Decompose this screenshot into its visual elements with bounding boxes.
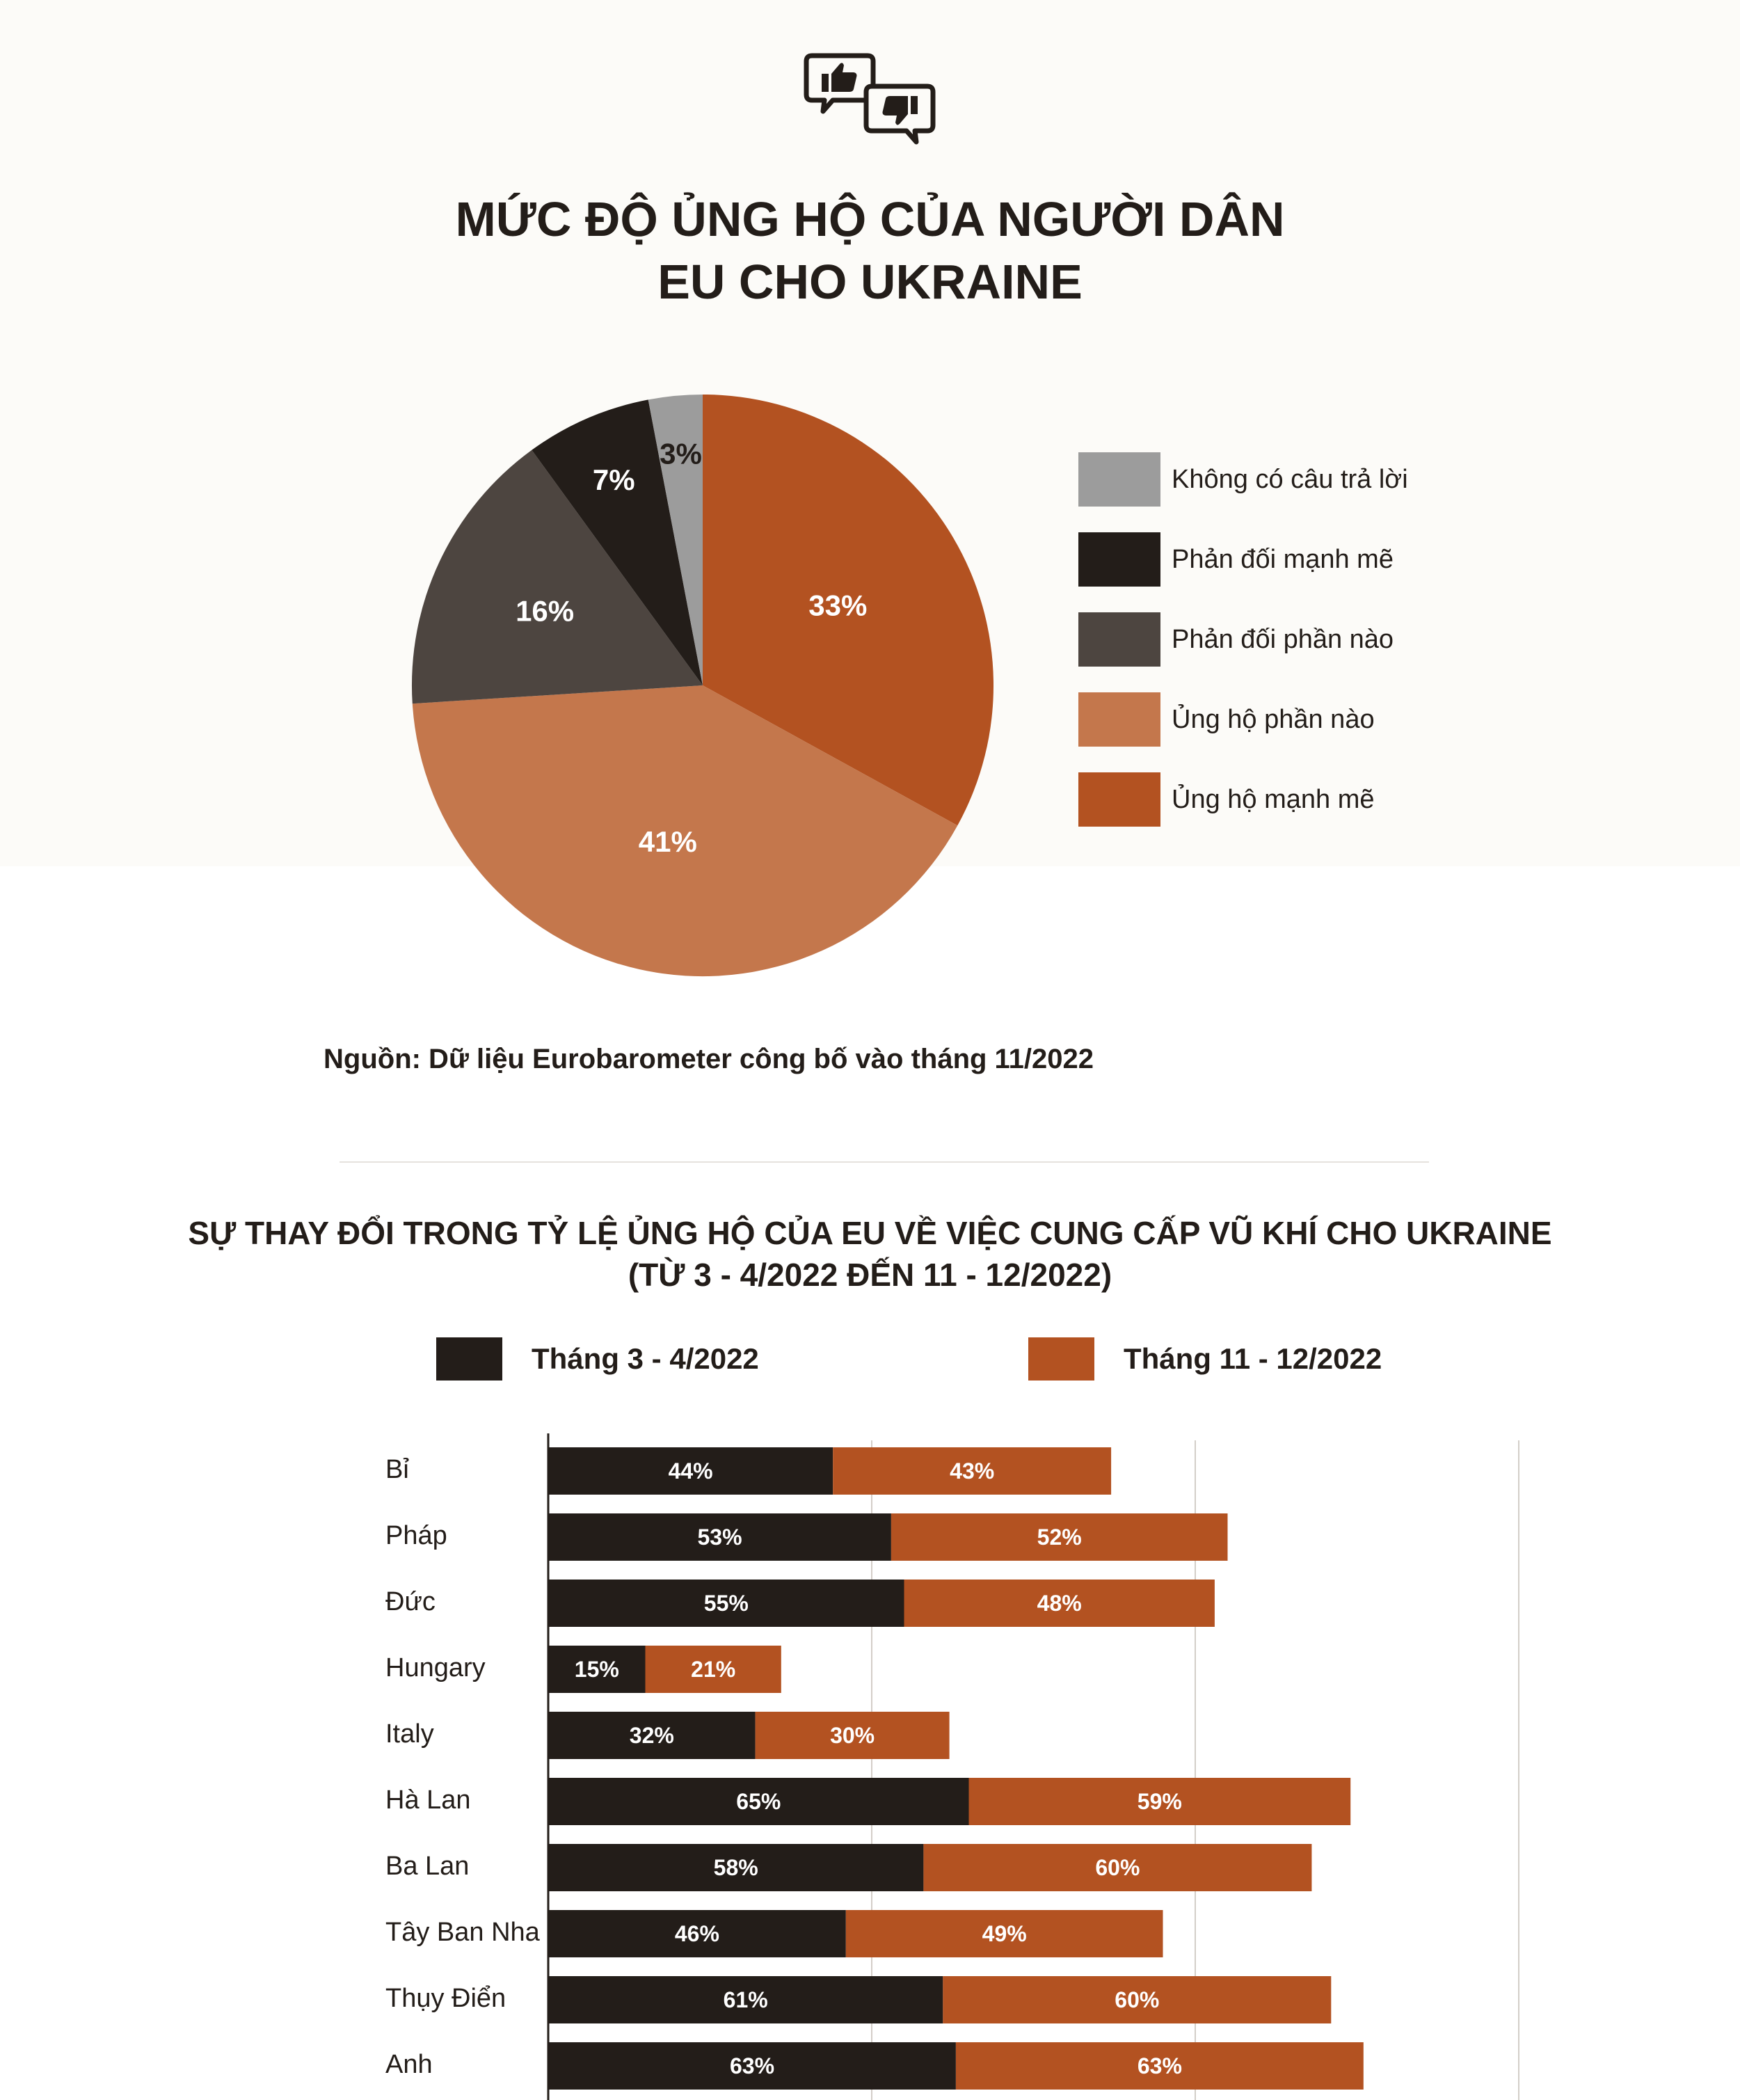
category-label-1: Pháp [385,1521,447,1550]
category-label-2: Đức [385,1587,436,1616]
source-note: Nguồn: Dữ liệu Eurobarometer công bố vào… [324,1044,1094,1074]
thumbs-up-speech-bubble-icon [804,53,876,114]
legend-label-strong-oppose: Phản đối mạnh mẽ [1172,544,1394,574]
bar-label-6-series-1: 60% [1095,1855,1140,1880]
legend-swatch-strong-oppose [1078,532,1160,587]
bar-label-6-series-0: 58% [714,1855,758,1880]
legend-label-strong-support: Ủng hộ mạnh mẽ [1172,784,1375,814]
category-label-7: Tây Ban Nha [385,1918,541,1947]
pie-slice-3 [532,399,703,685]
bar-6-series-1 [923,1844,1312,1891]
bar-legend-label-period1: Tháng 3 - 4/2022 [532,1342,759,1375]
bar-label-1-series-1: 52% [1037,1525,1082,1550]
bar-4-series-1 [755,1712,950,1759]
legend-item-some-support: Ủng hộ phần nào [1078,692,1375,747]
bar-0-series-0 [548,1447,833,1495]
thumbs-down-speech-bubble-icon [863,83,936,145]
bar-legend-swatch-period2 [1028,1337,1094,1381]
bar-4-series-0 [548,1712,756,1759]
bar-label-3-series-0: 15% [575,1657,619,1682]
legend-item-strong-support: Ủng hộ mạnh mẽ [1078,772,1375,827]
bar-3-series-1 [645,1646,781,1693]
legend-label-some-oppose: Phản đối phần nào [1172,624,1394,654]
page-title: MỨC ĐỘ ỦNG HỘ CỦA NGƯỜI DÂN EU CHO UKRAI… [0,188,1740,313]
bar-8-series-1 [943,1976,1332,2023]
bar-label-8-series-1: 60% [1115,1987,1159,2012]
bar-label-0-series-0: 44% [669,1458,713,1483]
bar-label-0-series-1: 43% [950,1458,994,1483]
category-label-9: Anh [385,2050,433,2079]
legend-item-no-answer: Không có câu trả lời [1078,452,1408,507]
bar-1-series-0 [548,1513,891,1561]
page-title-line2: EU CHO UKRAINE [657,255,1083,309]
category-label-6: Ba Lan [385,1852,469,1881]
bar-5-series-0 [548,1778,969,1825]
bar-legend-swatch-period1 [436,1337,502,1381]
category-label-5: Hà Lan [385,1785,471,1815]
bar-legend-period1: Tháng 3 - 4/2022 [436,1337,759,1381]
bar-label-5-series-1: 59% [1138,1789,1182,1814]
bar-label-2-series-0: 55% [704,1591,749,1616]
bar-8-series-0 [548,1976,943,2023]
bar-label-3-series-1: 21% [691,1657,735,1682]
page-title-line1: MỨC ĐỘ ỦNG HỘ CỦA NGƯỜI DÂN [455,192,1285,246]
legend-swatch-no-answer [1078,452,1160,507]
bar-label-1-series-0: 53% [697,1525,742,1550]
bar-label-7-series-0: 46% [675,1921,719,1946]
bar-label-7-series-1: 49% [982,1921,1027,1946]
bar-2-series-0 [548,1580,904,1627]
category-label-0: Bỉ [385,1455,409,1484]
bar-7-series-1 [845,1910,1163,1957]
pie-label-0: 33% [808,589,867,622]
bar-6-series-0 [548,1844,924,1891]
bar-2-series-1 [904,1580,1215,1627]
bar-0-series-1 [833,1447,1112,1495]
category-label-3: Hungary [385,1653,486,1683]
legend-label-some-support: Ủng hộ phần nào [1172,704,1375,734]
bar-label-5-series-0: 65% [736,1789,781,1814]
pie-chart: 33% 41% 16% 7% 3% [411,395,994,977]
pie-label-2: 16% [516,595,574,628]
legend-swatch-some-support [1078,692,1160,747]
category-label-4: Italy [385,1719,434,1749]
bar-9-series-1 [955,2042,1364,2090]
pie-slice-1 [412,685,958,977]
pie-label-1: 41% [639,825,697,858]
category-label-8: Thụy Điển [385,1984,506,2013]
pie-slice-0 [703,395,994,826]
section-divider [340,1161,1429,1163]
pie-label-4: 3% [660,438,702,470]
pie-slice-2 [411,450,703,704]
bar-9-series-0 [548,2042,956,2090]
bar-5-series-1 [968,1778,1351,1825]
bar-legend-period2: Tháng 11 - 12/2022 [1028,1337,1382,1381]
bar-3-series-0 [548,1646,646,1693]
bar-label-2-series-1: 48% [1037,1591,1082,1616]
bar-chart-title-line2: (TỪ 3 - 4/2022 ĐẾN 11 - 12/2022) [628,1257,1112,1293]
pie-slice-4 [648,395,703,685]
bar-label-4-series-0: 32% [630,1723,674,1748]
bar-label-4-series-1: 30% [830,1723,875,1748]
bar-label-9-series-0: 63% [730,2053,774,2078]
bar-label-9-series-1: 63% [1138,2053,1182,2078]
pie-label-3: 7% [593,463,635,496]
bar-label-8-series-0: 61% [724,1987,768,2012]
bar-7-series-0 [548,1910,846,1957]
legend-item-some-oppose: Phản đối phần nào [1078,612,1394,667]
bar-chart-title-line1: SỰ THAY ĐỔI TRONG TỶ LỆ ỦNG HỘ CỦA EU VỀ… [188,1215,1552,1251]
legend-label-no-answer: Không có câu trả lời [1172,464,1408,494]
legend-swatch-strong-support [1078,772,1160,827]
legend-item-strong-oppose: Phản đối mạnh mẽ [1078,532,1394,587]
legend-swatch-some-oppose [1078,612,1160,667]
bar-chart-title: SỰ THAY ĐỔI TRONG TỶ LỆ ỦNG HỘ CỦA EU VỀ… [0,1212,1740,1296]
bar-1-series-1 [891,1513,1228,1561]
bar-legend-label-period2: Tháng 11 - 12/2022 [1124,1342,1382,1375]
opinion-logo [804,53,936,145]
